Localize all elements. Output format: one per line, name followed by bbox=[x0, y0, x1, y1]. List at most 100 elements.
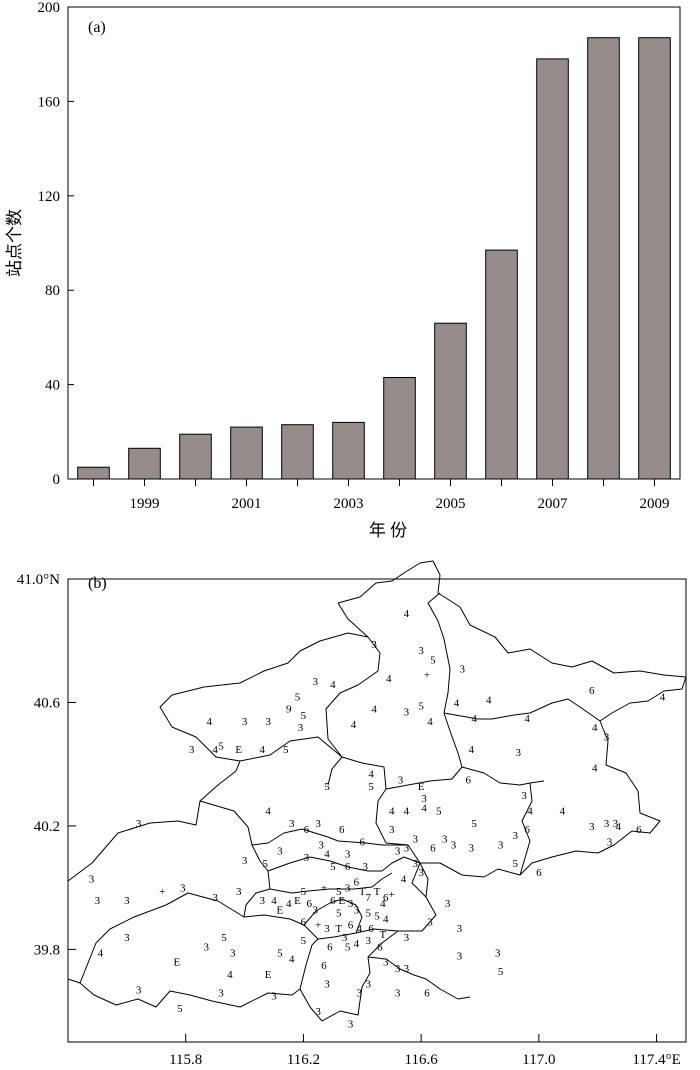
site-code: 4 bbox=[212, 744, 218, 756]
site-code: 5 bbox=[218, 741, 224, 753]
site-code: 6 bbox=[430, 843, 436, 855]
bar-2001 bbox=[230, 426, 263, 480]
site-code: 4 bbox=[207, 716, 213, 728]
bar-2002 bbox=[281, 424, 314, 480]
site-code: 4 bbox=[404, 806, 410, 818]
site-code: 6 bbox=[360, 836, 366, 848]
site-code: 3 bbox=[395, 988, 401, 1000]
map-frame bbox=[67, 578, 687, 1043]
site-code: 3 bbox=[604, 731, 610, 743]
bar-series bbox=[77, 37, 671, 480]
site-code: 4 bbox=[265, 806, 271, 818]
site-code: 3 bbox=[236, 886, 242, 898]
site-code: 5 bbox=[418, 701, 424, 713]
site-code: + bbox=[389, 889, 395, 901]
lat-tick-label: 39.8 bbox=[34, 942, 60, 958]
lon-tick-label: 116.2 bbox=[287, 1052, 320, 1068]
site-code: 6 bbox=[465, 775, 471, 787]
x-axis-ticks: 1999 2001 2003 2005 2007 2009 bbox=[93, 479, 670, 512]
site-code: 3 bbox=[395, 963, 401, 975]
site-code: 5 bbox=[436, 806, 442, 818]
site-code: 3 bbox=[427, 917, 433, 929]
site-code: E bbox=[265, 969, 272, 981]
site-code: 3 bbox=[277, 846, 283, 858]
site-code: 4 bbox=[98, 948, 104, 960]
bar-2000 bbox=[179, 433, 212, 480]
site-code: 3 bbox=[304, 852, 310, 864]
site-code: T bbox=[359, 886, 366, 898]
site-code: + bbox=[315, 920, 321, 932]
site-code: 6 bbox=[348, 920, 354, 932]
site-code: 3 bbox=[189, 744, 195, 756]
site-code: 3 bbox=[357, 988, 363, 1000]
site-code: 5 bbox=[498, 966, 504, 978]
site-code: 3 bbox=[136, 818, 142, 830]
district-boundary bbox=[199, 800, 408, 846]
site-code: 3 bbox=[180, 883, 186, 895]
bar-2005 bbox=[434, 322, 467, 480]
site-code: 4 bbox=[454, 698, 460, 710]
site-code: 6 bbox=[383, 892, 389, 904]
bar-2008 bbox=[587, 37, 620, 480]
plot-frame bbox=[67, 6, 681, 480]
site-code: 3 bbox=[442, 833, 448, 845]
site-code: 6 bbox=[330, 895, 336, 907]
site-code: 4 bbox=[404, 608, 410, 620]
site-code: 4 bbox=[471, 713, 477, 725]
site-code: 3 bbox=[495, 948, 501, 960]
site-code: 3 bbox=[451, 840, 457, 852]
site-code: 4 bbox=[401, 873, 407, 885]
district-boundary bbox=[243, 844, 271, 918]
site-code: 3 bbox=[289, 818, 295, 830]
lat-tick-label: 40.6 bbox=[34, 695, 61, 711]
site-code: 4 bbox=[227, 969, 233, 981]
site-code: 6 bbox=[368, 923, 374, 935]
district-boundary bbox=[519, 782, 533, 876]
site-code: 4 bbox=[286, 898, 292, 910]
site-code: T bbox=[374, 886, 381, 898]
site-code: 5 bbox=[301, 886, 307, 898]
site-code: 3 bbox=[259, 895, 265, 907]
site-code: 3 bbox=[404, 932, 410, 944]
bar-1998 bbox=[77, 466, 110, 480]
site-code: 3 bbox=[265, 716, 271, 728]
district-boundary bbox=[377, 592, 463, 802]
district-boundary bbox=[303, 898, 363, 934]
district-boundary bbox=[67, 560, 687, 1022]
site-code: 4 bbox=[357, 923, 363, 935]
y-tick-label: 160 bbox=[38, 94, 61, 110]
lon-tick-label: 115.8 bbox=[169, 1052, 202, 1068]
site-code: 4 bbox=[660, 691, 666, 703]
site-code: 4 bbox=[527, 806, 533, 818]
y-tick-label: 40 bbox=[45, 378, 60, 394]
site-code: 4 bbox=[259, 744, 265, 756]
district-boundary bbox=[299, 938, 319, 990]
site-code: 5 bbox=[430, 654, 436, 666]
site-code: 6 bbox=[301, 917, 307, 929]
site-code: 3 bbox=[312, 676, 318, 688]
site-code: 5 bbox=[374, 910, 380, 922]
site-code: 6 bbox=[307, 898, 313, 910]
site-code: E bbox=[418, 781, 425, 793]
site-code: 5 bbox=[295, 691, 301, 703]
site-code: 5 bbox=[471, 818, 477, 830]
lon-tick-label: 116.6 bbox=[405, 1052, 439, 1068]
site-code: 3 bbox=[607, 836, 613, 848]
site-code: 6 bbox=[345, 861, 351, 873]
district-boundary bbox=[239, 736, 387, 790]
site-code: 3 bbox=[230, 948, 236, 960]
site-code: 4 bbox=[368, 769, 374, 781]
site-code: 3 bbox=[298, 722, 304, 734]
site-code: 4 bbox=[389, 806, 395, 818]
site-code: 3 bbox=[348, 1019, 354, 1031]
district-boundary bbox=[461, 766, 545, 786]
bar-2007 bbox=[536, 58, 569, 480]
site-code: T bbox=[335, 923, 342, 935]
site-code: 3 bbox=[89, 873, 95, 885]
y-tick-label: 0 bbox=[53, 472, 61, 488]
site-code: 4 bbox=[380, 898, 386, 910]
site-code: 3 bbox=[413, 858, 419, 870]
site-code: 4 bbox=[592, 762, 598, 774]
